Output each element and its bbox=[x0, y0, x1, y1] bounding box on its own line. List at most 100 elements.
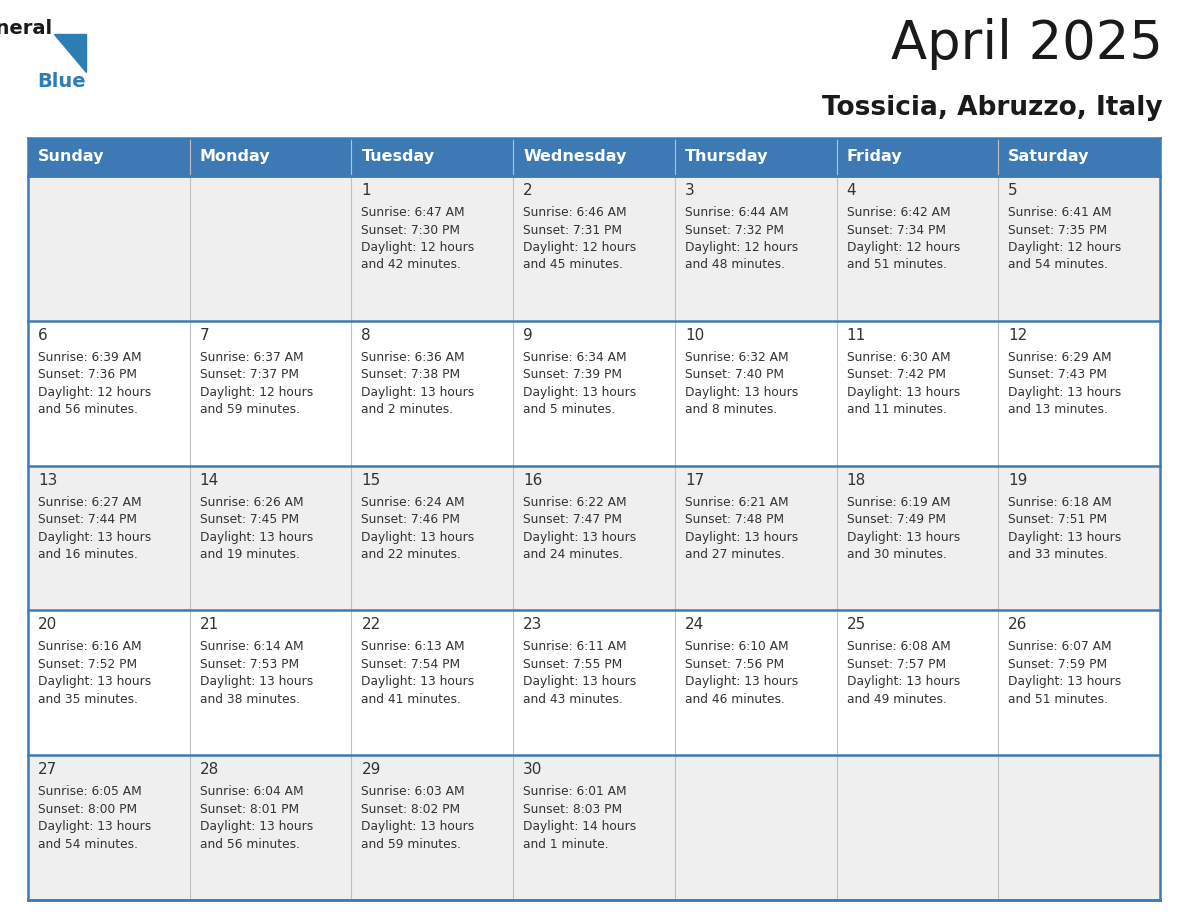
Text: 17: 17 bbox=[684, 473, 704, 487]
Text: 5: 5 bbox=[1009, 183, 1018, 198]
Text: Sunset: 7:57 PM: Sunset: 7:57 PM bbox=[847, 658, 946, 671]
Text: Saturday: Saturday bbox=[1009, 150, 1089, 164]
Text: and 38 minutes.: and 38 minutes. bbox=[200, 693, 299, 706]
Text: Sunrise: 6:07 AM: Sunrise: 6:07 AM bbox=[1009, 641, 1112, 654]
Bar bbox=[29, 610, 1159, 756]
Text: Daylight: 12 hours: Daylight: 12 hours bbox=[38, 386, 151, 398]
Text: Sunset: 7:42 PM: Sunset: 7:42 PM bbox=[847, 368, 946, 381]
Text: 19: 19 bbox=[1009, 473, 1028, 487]
Text: Sunrise: 6:32 AM: Sunrise: 6:32 AM bbox=[684, 351, 789, 364]
Text: Daylight: 12 hours: Daylight: 12 hours bbox=[200, 386, 312, 398]
Text: Sunrise: 6:47 AM: Sunrise: 6:47 AM bbox=[361, 206, 465, 219]
Text: Daylight: 14 hours: Daylight: 14 hours bbox=[523, 820, 637, 834]
Text: Sunrise: 6:04 AM: Sunrise: 6:04 AM bbox=[200, 785, 303, 798]
Text: and 33 minutes.: and 33 minutes. bbox=[1009, 548, 1108, 561]
Text: Sunset: 7:55 PM: Sunset: 7:55 PM bbox=[523, 658, 623, 671]
Text: Daylight: 13 hours: Daylight: 13 hours bbox=[38, 531, 151, 543]
Text: and 35 minutes.: and 35 minutes. bbox=[38, 693, 138, 706]
Text: and 5 minutes.: and 5 minutes. bbox=[523, 403, 615, 416]
Text: Sunset: 7:53 PM: Sunset: 7:53 PM bbox=[200, 658, 299, 671]
Text: 25: 25 bbox=[847, 618, 866, 633]
Text: Daylight: 13 hours: Daylight: 13 hours bbox=[523, 386, 637, 398]
Text: and 22 minutes.: and 22 minutes. bbox=[361, 548, 461, 561]
Text: and 51 minutes.: and 51 minutes. bbox=[1009, 693, 1108, 706]
Text: 30: 30 bbox=[523, 762, 543, 778]
Text: Sunset: 7:54 PM: Sunset: 7:54 PM bbox=[361, 658, 461, 671]
Text: and 8 minutes.: and 8 minutes. bbox=[684, 403, 777, 416]
Text: Sunrise: 6:16 AM: Sunrise: 6:16 AM bbox=[38, 641, 141, 654]
Text: Sunrise: 6:29 AM: Sunrise: 6:29 AM bbox=[1009, 351, 1112, 364]
Text: 12: 12 bbox=[1009, 328, 1028, 342]
Text: Daylight: 13 hours: Daylight: 13 hours bbox=[847, 676, 960, 688]
Text: 23: 23 bbox=[523, 618, 543, 633]
Text: Sunrise: 6:03 AM: Sunrise: 6:03 AM bbox=[361, 785, 465, 798]
Text: Monday: Monday bbox=[200, 150, 271, 164]
Text: Daylight: 13 hours: Daylight: 13 hours bbox=[684, 676, 798, 688]
Text: and 43 minutes.: and 43 minutes. bbox=[523, 693, 623, 706]
Text: Sunset: 7:59 PM: Sunset: 7:59 PM bbox=[1009, 658, 1107, 671]
Text: Sunset: 7:35 PM: Sunset: 7:35 PM bbox=[1009, 223, 1107, 237]
Text: Friday: Friday bbox=[847, 150, 902, 164]
Text: Sunrise: 6:08 AM: Sunrise: 6:08 AM bbox=[847, 641, 950, 654]
Text: Sunset: 8:03 PM: Sunset: 8:03 PM bbox=[523, 802, 623, 816]
Bar bbox=[29, 756, 1159, 900]
Text: 20: 20 bbox=[38, 618, 57, 633]
Text: and 48 minutes.: and 48 minutes. bbox=[684, 259, 785, 272]
Text: Sunday: Sunday bbox=[38, 150, 105, 164]
Text: 10: 10 bbox=[684, 328, 704, 342]
Text: Daylight: 13 hours: Daylight: 13 hours bbox=[847, 386, 960, 398]
Text: Sunrise: 6:01 AM: Sunrise: 6:01 AM bbox=[523, 785, 627, 798]
Text: and 11 minutes.: and 11 minutes. bbox=[847, 403, 947, 416]
Text: Daylight: 12 hours: Daylight: 12 hours bbox=[684, 241, 798, 254]
Text: Sunrise: 6:27 AM: Sunrise: 6:27 AM bbox=[38, 496, 141, 509]
Text: Sunset: 7:31 PM: Sunset: 7:31 PM bbox=[523, 223, 623, 237]
Text: and 45 minutes.: and 45 minutes. bbox=[523, 259, 624, 272]
Text: Sunrise: 6:34 AM: Sunrise: 6:34 AM bbox=[523, 351, 627, 364]
Text: 29: 29 bbox=[361, 762, 381, 778]
Text: Sunset: 7:38 PM: Sunset: 7:38 PM bbox=[361, 368, 461, 381]
Text: Daylight: 13 hours: Daylight: 13 hours bbox=[684, 386, 798, 398]
Text: Daylight: 13 hours: Daylight: 13 hours bbox=[847, 531, 960, 543]
Text: 8: 8 bbox=[361, 328, 371, 342]
Text: Sunrise: 6:39 AM: Sunrise: 6:39 AM bbox=[38, 351, 141, 364]
Text: Wednesday: Wednesday bbox=[523, 150, 626, 164]
Text: and 19 minutes.: and 19 minutes. bbox=[200, 548, 299, 561]
Text: Tuesday: Tuesday bbox=[361, 150, 435, 164]
Text: 1: 1 bbox=[361, 183, 371, 198]
Text: 7: 7 bbox=[200, 328, 209, 342]
Text: Daylight: 13 hours: Daylight: 13 hours bbox=[1009, 386, 1121, 398]
Text: and 1 minute.: and 1 minute. bbox=[523, 838, 608, 851]
Text: Sunset: 8:02 PM: Sunset: 8:02 PM bbox=[361, 802, 461, 816]
Text: and 56 minutes.: and 56 minutes. bbox=[38, 403, 138, 416]
Text: and 41 minutes.: and 41 minutes. bbox=[361, 693, 461, 706]
Text: Sunrise: 6:24 AM: Sunrise: 6:24 AM bbox=[361, 496, 465, 509]
Text: Sunset: 7:30 PM: Sunset: 7:30 PM bbox=[361, 223, 461, 237]
Text: 2: 2 bbox=[523, 183, 532, 198]
Text: Daylight: 13 hours: Daylight: 13 hours bbox=[523, 676, 637, 688]
Text: and 51 minutes.: and 51 minutes. bbox=[847, 259, 947, 272]
Text: Sunset: 7:40 PM: Sunset: 7:40 PM bbox=[684, 368, 784, 381]
Text: Daylight: 13 hours: Daylight: 13 hours bbox=[361, 820, 475, 834]
Text: Sunset: 7:36 PM: Sunset: 7:36 PM bbox=[38, 368, 137, 381]
Text: Sunset: 7:46 PM: Sunset: 7:46 PM bbox=[361, 513, 461, 526]
Text: Sunrise: 6:10 AM: Sunrise: 6:10 AM bbox=[684, 641, 789, 654]
Text: and 54 minutes.: and 54 minutes. bbox=[38, 838, 138, 851]
Text: Daylight: 13 hours: Daylight: 13 hours bbox=[200, 531, 312, 543]
Text: 26: 26 bbox=[1009, 618, 1028, 633]
Text: Sunset: 7:51 PM: Sunset: 7:51 PM bbox=[1009, 513, 1107, 526]
Text: Sunset: 7:37 PM: Sunset: 7:37 PM bbox=[200, 368, 298, 381]
Text: Sunrise: 6:26 AM: Sunrise: 6:26 AM bbox=[200, 496, 303, 509]
Text: 3: 3 bbox=[684, 183, 695, 198]
Text: 16: 16 bbox=[523, 473, 543, 487]
Text: 14: 14 bbox=[200, 473, 219, 487]
Text: and 42 minutes.: and 42 minutes. bbox=[361, 259, 461, 272]
Text: Sunrise: 6:44 AM: Sunrise: 6:44 AM bbox=[684, 206, 789, 219]
Text: and 2 minutes.: and 2 minutes. bbox=[361, 403, 454, 416]
Text: Sunset: 7:47 PM: Sunset: 7:47 PM bbox=[523, 513, 623, 526]
Text: Sunrise: 6:22 AM: Sunrise: 6:22 AM bbox=[523, 496, 627, 509]
Text: Sunset: 7:48 PM: Sunset: 7:48 PM bbox=[684, 513, 784, 526]
Text: Sunrise: 6:41 AM: Sunrise: 6:41 AM bbox=[1009, 206, 1112, 219]
Text: and 59 minutes.: and 59 minutes. bbox=[200, 403, 299, 416]
Text: 13: 13 bbox=[38, 473, 57, 487]
Text: Sunrise: 6:18 AM: Sunrise: 6:18 AM bbox=[1009, 496, 1112, 509]
